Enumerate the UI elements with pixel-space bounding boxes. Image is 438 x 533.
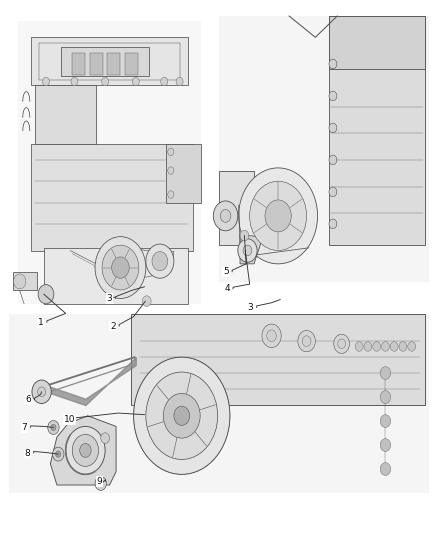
Polygon shape	[166, 144, 201, 203]
Circle shape	[239, 168, 318, 264]
Circle shape	[163, 393, 200, 438]
Circle shape	[329, 187, 337, 197]
Circle shape	[329, 155, 337, 165]
Circle shape	[112, 257, 129, 278]
Circle shape	[176, 77, 183, 86]
Circle shape	[364, 342, 372, 351]
Text: 8: 8	[25, 449, 31, 457]
Circle shape	[334, 334, 350, 353]
Text: 2: 2	[110, 322, 116, 330]
Circle shape	[95, 237, 146, 298]
Circle shape	[102, 77, 109, 86]
Polygon shape	[50, 416, 116, 485]
Circle shape	[168, 167, 174, 174]
Text: 5: 5	[223, 268, 229, 276]
Circle shape	[265, 200, 291, 232]
Circle shape	[53, 447, 64, 461]
Circle shape	[250, 181, 307, 251]
Text: 7: 7	[21, 423, 28, 432]
Polygon shape	[44, 248, 188, 304]
Circle shape	[42, 77, 49, 86]
Text: 3: 3	[247, 303, 254, 312]
Circle shape	[48, 421, 59, 434]
Circle shape	[146, 372, 218, 459]
Circle shape	[168, 191, 174, 198]
Circle shape	[302, 336, 311, 346]
Circle shape	[399, 342, 407, 351]
Text: 1: 1	[38, 318, 44, 327]
Circle shape	[14, 274, 26, 289]
Circle shape	[213, 201, 238, 231]
Polygon shape	[13, 272, 37, 290]
Circle shape	[338, 339, 346, 349]
Circle shape	[380, 391, 391, 403]
Text: 3: 3	[106, 294, 113, 303]
Circle shape	[66, 426, 105, 474]
Polygon shape	[125, 53, 138, 75]
Circle shape	[101, 433, 110, 443]
Circle shape	[380, 367, 391, 379]
Polygon shape	[61, 47, 149, 76]
Circle shape	[38, 285, 54, 304]
Text: 10: 10	[64, 415, 75, 424]
Circle shape	[152, 252, 168, 271]
Circle shape	[240, 230, 249, 241]
Circle shape	[262, 324, 281, 348]
Circle shape	[381, 342, 389, 351]
Circle shape	[329, 91, 337, 101]
Polygon shape	[131, 314, 425, 405]
Text: 4: 4	[224, 285, 230, 293]
Circle shape	[267, 330, 276, 342]
Polygon shape	[18, 21, 201, 304]
Circle shape	[329, 123, 337, 133]
Circle shape	[72, 434, 99, 466]
Circle shape	[146, 244, 174, 278]
Circle shape	[329, 59, 337, 69]
Circle shape	[408, 342, 416, 351]
Circle shape	[51, 424, 56, 431]
Circle shape	[220, 209, 231, 222]
Polygon shape	[219, 16, 429, 282]
Circle shape	[32, 380, 51, 403]
Circle shape	[132, 77, 139, 86]
Polygon shape	[328, 16, 425, 245]
Circle shape	[390, 342, 398, 351]
Circle shape	[380, 415, 391, 427]
Circle shape	[329, 219, 337, 229]
Circle shape	[102, 245, 139, 290]
Circle shape	[243, 245, 252, 256]
Circle shape	[373, 342, 381, 351]
Polygon shape	[219, 171, 254, 245]
Circle shape	[71, 77, 78, 86]
Circle shape	[174, 406, 190, 425]
Polygon shape	[90, 53, 103, 75]
Circle shape	[142, 296, 151, 306]
Text: 9: 9	[96, 477, 102, 486]
Circle shape	[380, 463, 391, 475]
Circle shape	[134, 357, 230, 474]
Polygon shape	[31, 37, 188, 85]
Polygon shape	[35, 85, 96, 144]
Circle shape	[80, 443, 91, 457]
Circle shape	[380, 439, 391, 451]
Circle shape	[355, 342, 363, 351]
Polygon shape	[31, 144, 193, 251]
Polygon shape	[9, 314, 429, 493]
Circle shape	[238, 239, 257, 262]
Circle shape	[38, 387, 46, 397]
Text: 6: 6	[25, 395, 32, 404]
Circle shape	[161, 77, 168, 86]
Polygon shape	[107, 53, 120, 75]
Circle shape	[168, 148, 174, 156]
Circle shape	[56, 451, 61, 457]
Polygon shape	[72, 53, 85, 75]
Circle shape	[298, 330, 315, 352]
Polygon shape	[240, 235, 263, 264]
Circle shape	[95, 477, 106, 490]
Polygon shape	[328, 16, 425, 69]
